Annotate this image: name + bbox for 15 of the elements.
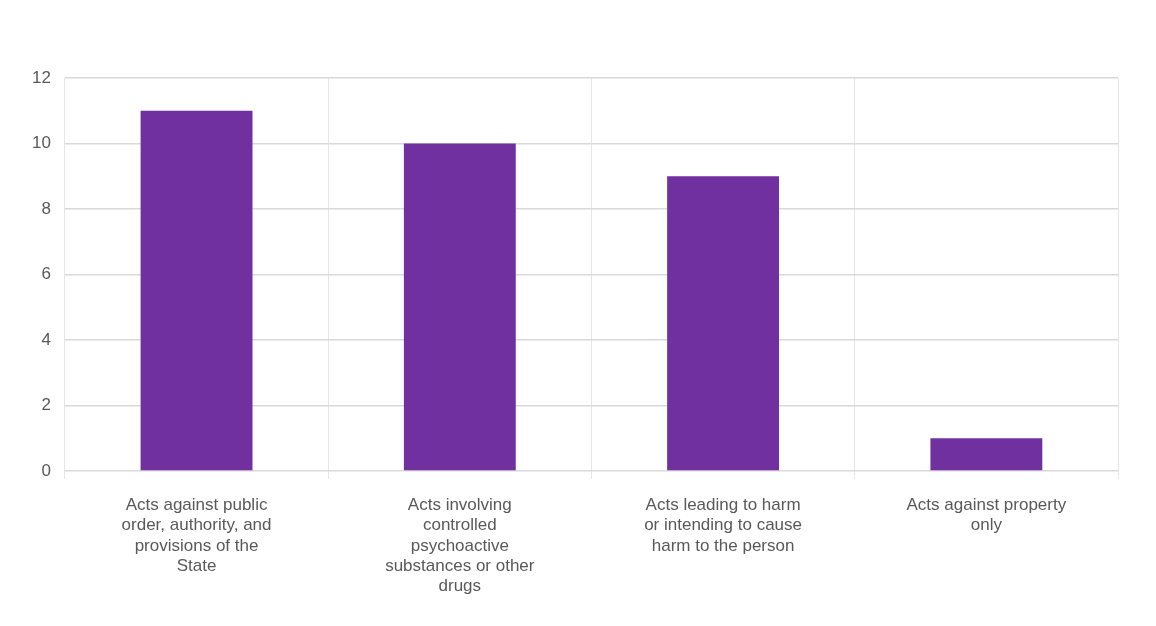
y-tick-label: 0 [41,460,51,480]
y-tick-label: 12 [31,67,51,87]
y-tick-label: 2 [41,395,51,415]
x-tick-label: Acts against public order, authority, and provisions of the State [121,494,272,576]
bar [930,438,1043,471]
y-tick-label: 4 [41,329,51,349]
y-tick-label: 10 [31,133,51,153]
bar [667,176,780,471]
bar [403,143,516,471]
bar [140,110,253,471]
x-tick-label: Acts involving controlled psychoactive substances or other drugs [385,494,535,596]
y-tick-label: 6 [41,264,51,284]
y-tick-label: 8 [41,198,51,218]
x-tick-label: Acts against property only [906,494,1067,535]
x-tick-label: Acts leading to harm or intending to cause harm to the person [644,494,803,555]
